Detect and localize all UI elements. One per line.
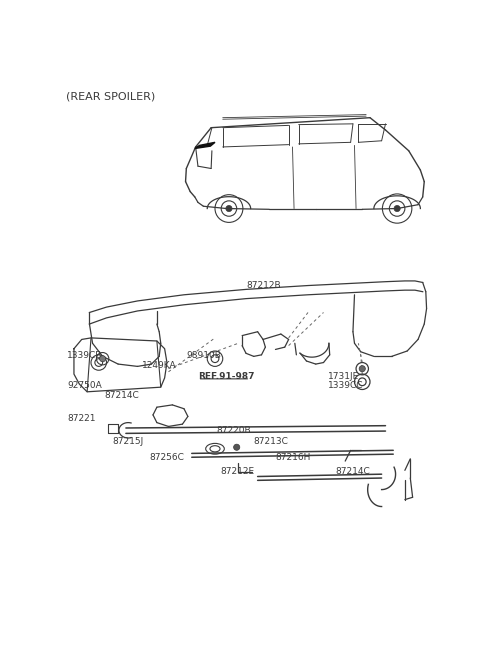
Text: 1339CB: 1339CB <box>67 351 103 360</box>
Text: 87215J: 87215J <box>112 437 144 446</box>
Text: 87256C: 87256C <box>149 453 184 462</box>
Circle shape <box>226 206 232 212</box>
Text: 98910B: 98910B <box>186 351 221 360</box>
Circle shape <box>99 356 106 362</box>
Text: 1249KA: 1249KA <box>142 361 177 370</box>
Circle shape <box>234 444 240 450</box>
Text: 87212E: 87212E <box>220 466 254 476</box>
Polygon shape <box>195 142 215 148</box>
Circle shape <box>359 366 365 372</box>
Text: 92750A: 92750A <box>67 381 102 390</box>
Text: 1339CC: 1339CC <box>328 381 363 390</box>
Text: 87221: 87221 <box>67 414 96 423</box>
Circle shape <box>394 206 400 212</box>
Text: 87214C: 87214C <box>105 391 139 400</box>
Text: 87213C: 87213C <box>253 437 288 446</box>
Text: 1731JE: 1731JE <box>328 372 359 381</box>
Text: 87214C: 87214C <box>335 466 370 476</box>
Text: 87216H: 87216H <box>276 453 311 462</box>
Text: 87212B: 87212B <box>246 281 281 291</box>
Text: REF.91-987: REF.91-987 <box>198 372 254 381</box>
Text: 87220B: 87220B <box>216 426 251 435</box>
Text: (REAR SPOILER): (REAR SPOILER) <box>66 91 156 102</box>
